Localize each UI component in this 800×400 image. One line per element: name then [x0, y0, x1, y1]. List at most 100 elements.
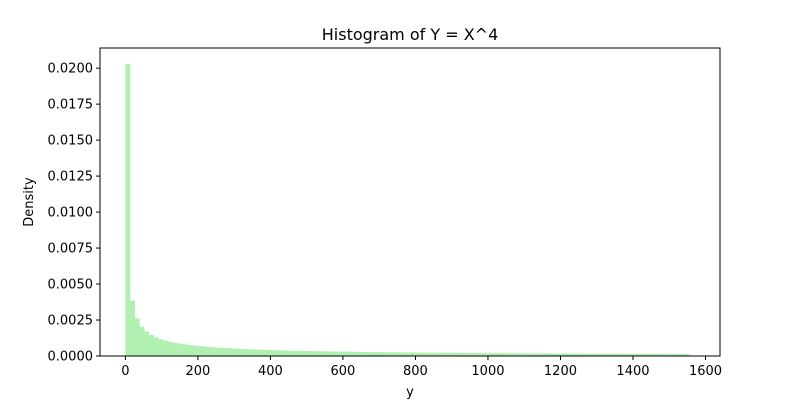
histogram-bar	[191, 345, 197, 356]
histogram-bar	[543, 353, 549, 356]
histogram-bar	[651, 353, 657, 356]
x-axis: 0 200 400 600 800 1000 1200 1400 1600	[121, 356, 722, 379]
x-tick-label: 1000	[471, 364, 504, 379]
histogram-bar	[435, 352, 441, 356]
histogram-bar	[538, 353, 544, 356]
histogram-bar	[303, 350, 309, 356]
histogram-bar	[162, 340, 168, 356]
histogram-bar	[675, 353, 681, 356]
histogram-bar	[289, 350, 295, 356]
histogram-bar	[365, 351, 371, 356]
x-tick-label: 800	[403, 364, 428, 379]
y-tick-label: 0.0050	[48, 278, 94, 293]
histogram-bar	[552, 353, 558, 356]
histogram-bar	[632, 353, 638, 356]
histogram-bar	[219, 347, 225, 356]
histogram-bar	[595, 353, 601, 356]
histogram-bar	[642, 353, 648, 356]
histogram-bar	[426, 352, 432, 356]
histogram-bar	[604, 353, 610, 356]
histogram-bar	[449, 352, 455, 356]
histogram-bar	[167, 341, 173, 356]
y-tick-label: 0.0200	[48, 62, 94, 77]
histogram-bar	[186, 344, 192, 356]
histogram-bar	[195, 345, 201, 356]
histogram-bar	[134, 318, 140, 356]
histogram-bar	[609, 353, 615, 356]
histogram-bar	[571, 353, 577, 356]
y-tick-label: 0.0175	[48, 98, 94, 113]
histogram-bar	[238, 348, 244, 356]
histogram-bar	[261, 349, 267, 356]
histogram-bar	[614, 353, 620, 356]
histogram-bar	[548, 353, 554, 356]
histogram-bar	[468, 352, 474, 356]
histogram-bar	[407, 352, 413, 356]
histogram-bar	[294, 350, 300, 356]
histogram-bar	[383, 352, 389, 356]
histogram-bar	[562, 353, 568, 356]
histogram-bar	[252, 349, 258, 356]
histogram-bar	[590, 353, 596, 356]
histogram-bar	[482, 353, 488, 356]
histogram-bar	[491, 353, 497, 356]
histogram-bar	[393, 352, 399, 356]
y-tick-label: 0.0000	[48, 350, 94, 365]
histogram-bar	[421, 352, 427, 356]
histogram-bar	[271, 350, 277, 356]
histogram-bar	[454, 352, 460, 356]
histogram-bar	[256, 349, 262, 356]
histogram-bar	[576, 353, 582, 356]
histogram-bar	[125, 63, 131, 356]
histogram-bar	[336, 351, 342, 356]
x-tick-label: 1600	[689, 364, 722, 379]
histogram-bar	[266, 349, 272, 356]
histogram-bar	[181, 344, 187, 356]
histogram-bar	[233, 348, 239, 356]
histogram-bar	[275, 350, 281, 356]
histogram-bar	[205, 346, 211, 356]
histogram-bar	[416, 352, 422, 356]
histogram-bar	[670, 353, 676, 356]
histogram-bar	[332, 351, 338, 356]
histogram-bar	[473, 352, 479, 356]
histogram-bar	[529, 353, 535, 356]
histogram-bar	[374, 352, 380, 356]
x-tick-label: 600	[331, 364, 356, 379]
histogram-bar	[520, 353, 526, 356]
histogram-bar	[487, 353, 493, 356]
histogram-bar	[280, 350, 286, 356]
histogram-bar	[177, 343, 183, 356]
histogram-bar	[430, 352, 436, 356]
histogram-bar	[412, 352, 418, 356]
y-axis-label: Density	[22, 177, 37, 227]
plot-frame	[99, 47, 721, 357]
histogram-bar	[379, 352, 385, 356]
histogram-bar	[684, 353, 690, 356]
histogram-bar	[322, 351, 328, 356]
histogram-bar	[557, 353, 563, 356]
histogram-bar	[209, 347, 215, 356]
histogram-bar	[172, 342, 178, 356]
x-tick-label: 400	[258, 364, 283, 379]
histogram-bars	[125, 63, 690, 356]
histogram-bar	[628, 353, 634, 356]
chart-title: Histogram of Y = X^4	[322, 25, 499, 44]
histogram-bar	[505, 353, 511, 356]
histogram-bar	[341, 351, 347, 356]
histogram-bar	[444, 352, 450, 356]
histogram-bar	[148, 334, 154, 356]
histogram-bar	[247, 349, 253, 356]
histogram-bar	[144, 331, 150, 356]
histogram-bar	[346, 351, 352, 356]
histogram-bar	[299, 350, 305, 356]
histogram-bar	[637, 353, 643, 356]
histogram-bar	[214, 347, 220, 356]
histogram-bar	[308, 351, 314, 356]
histogram-bar	[534, 353, 540, 356]
histogram-bar	[440, 352, 446, 356]
y-tick-label: 0.0150	[48, 134, 94, 149]
histogram-bar	[158, 339, 164, 356]
histogram-bar	[200, 346, 206, 356]
histogram-bar	[646, 353, 652, 356]
